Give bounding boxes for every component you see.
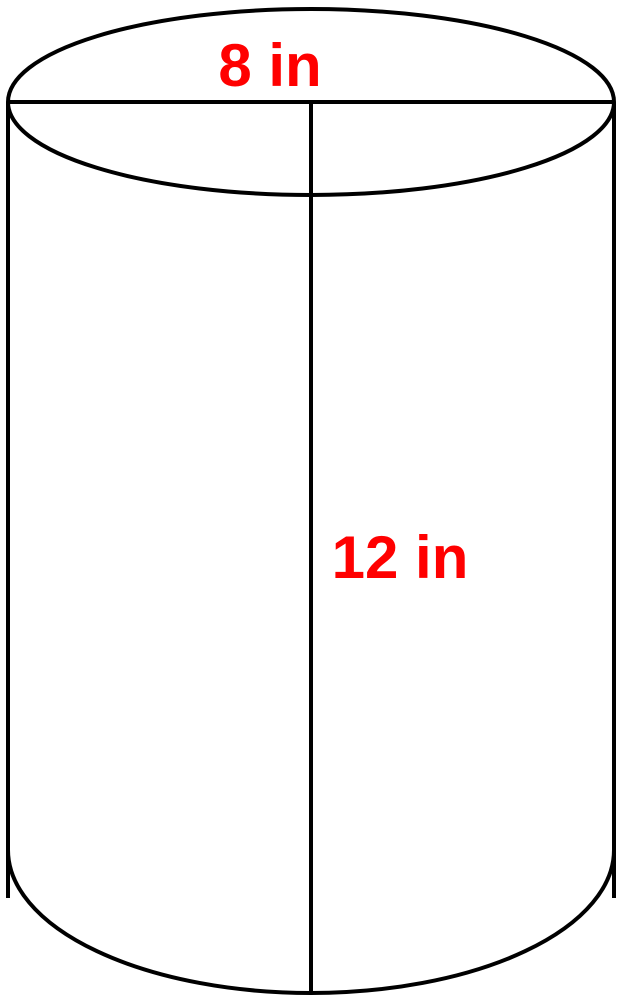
height-label: 12 in: [332, 524, 469, 591]
diameter-label: 8 in: [218, 32, 321, 99]
